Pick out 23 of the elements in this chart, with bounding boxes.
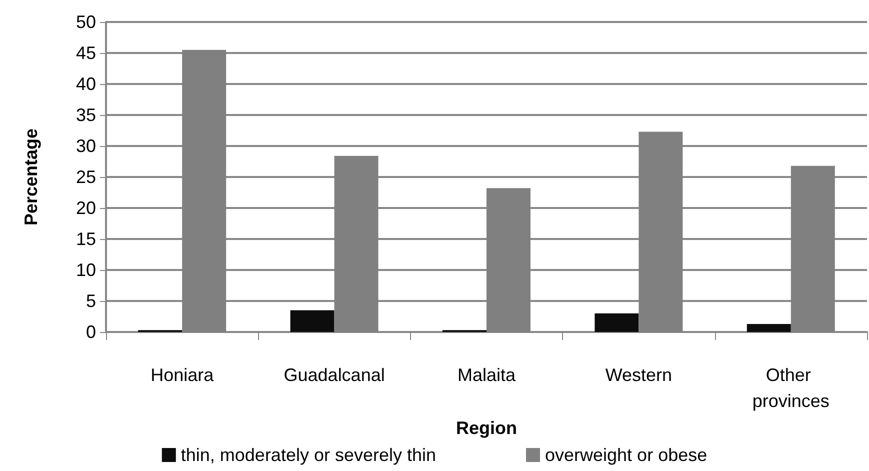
- y-tick-label: 5: [86, 291, 96, 311]
- y-tick-label: 25: [76, 167, 96, 187]
- y-tick-label: 40: [76, 74, 96, 94]
- bar: [746, 324, 791, 332]
- y-axis-title: Percentage: [21, 128, 41, 226]
- y-tick-label: 20: [76, 198, 96, 218]
- x-axis-title: Region: [456, 418, 517, 438]
- bar: [290, 310, 334, 332]
- y-tick-label: 50: [76, 12, 96, 32]
- x-tick-label: Western: [605, 365, 672, 385]
- x-tick-label: Honiara: [150, 365, 215, 385]
- legend-label: overweight or obese: [545, 445, 708, 465]
- y-tick-label: 10: [76, 260, 96, 280]
- bar: [594, 313, 639, 332]
- y-tick-label: 15: [76, 229, 96, 249]
- x-tick-label: Guadalcanal: [284, 365, 385, 385]
- legend-label: thin, moderately or severely thin: [180, 445, 436, 465]
- y-tick-label: 35: [76, 105, 96, 125]
- x-tick-label: Malaita: [457, 365, 516, 385]
- y-tick-label: 0: [86, 322, 96, 342]
- y-tick-label: 30: [76, 136, 96, 156]
- y-tick-label: 45: [76, 43, 96, 63]
- x-tick-label: Other provinces: [752, 365, 830, 411]
